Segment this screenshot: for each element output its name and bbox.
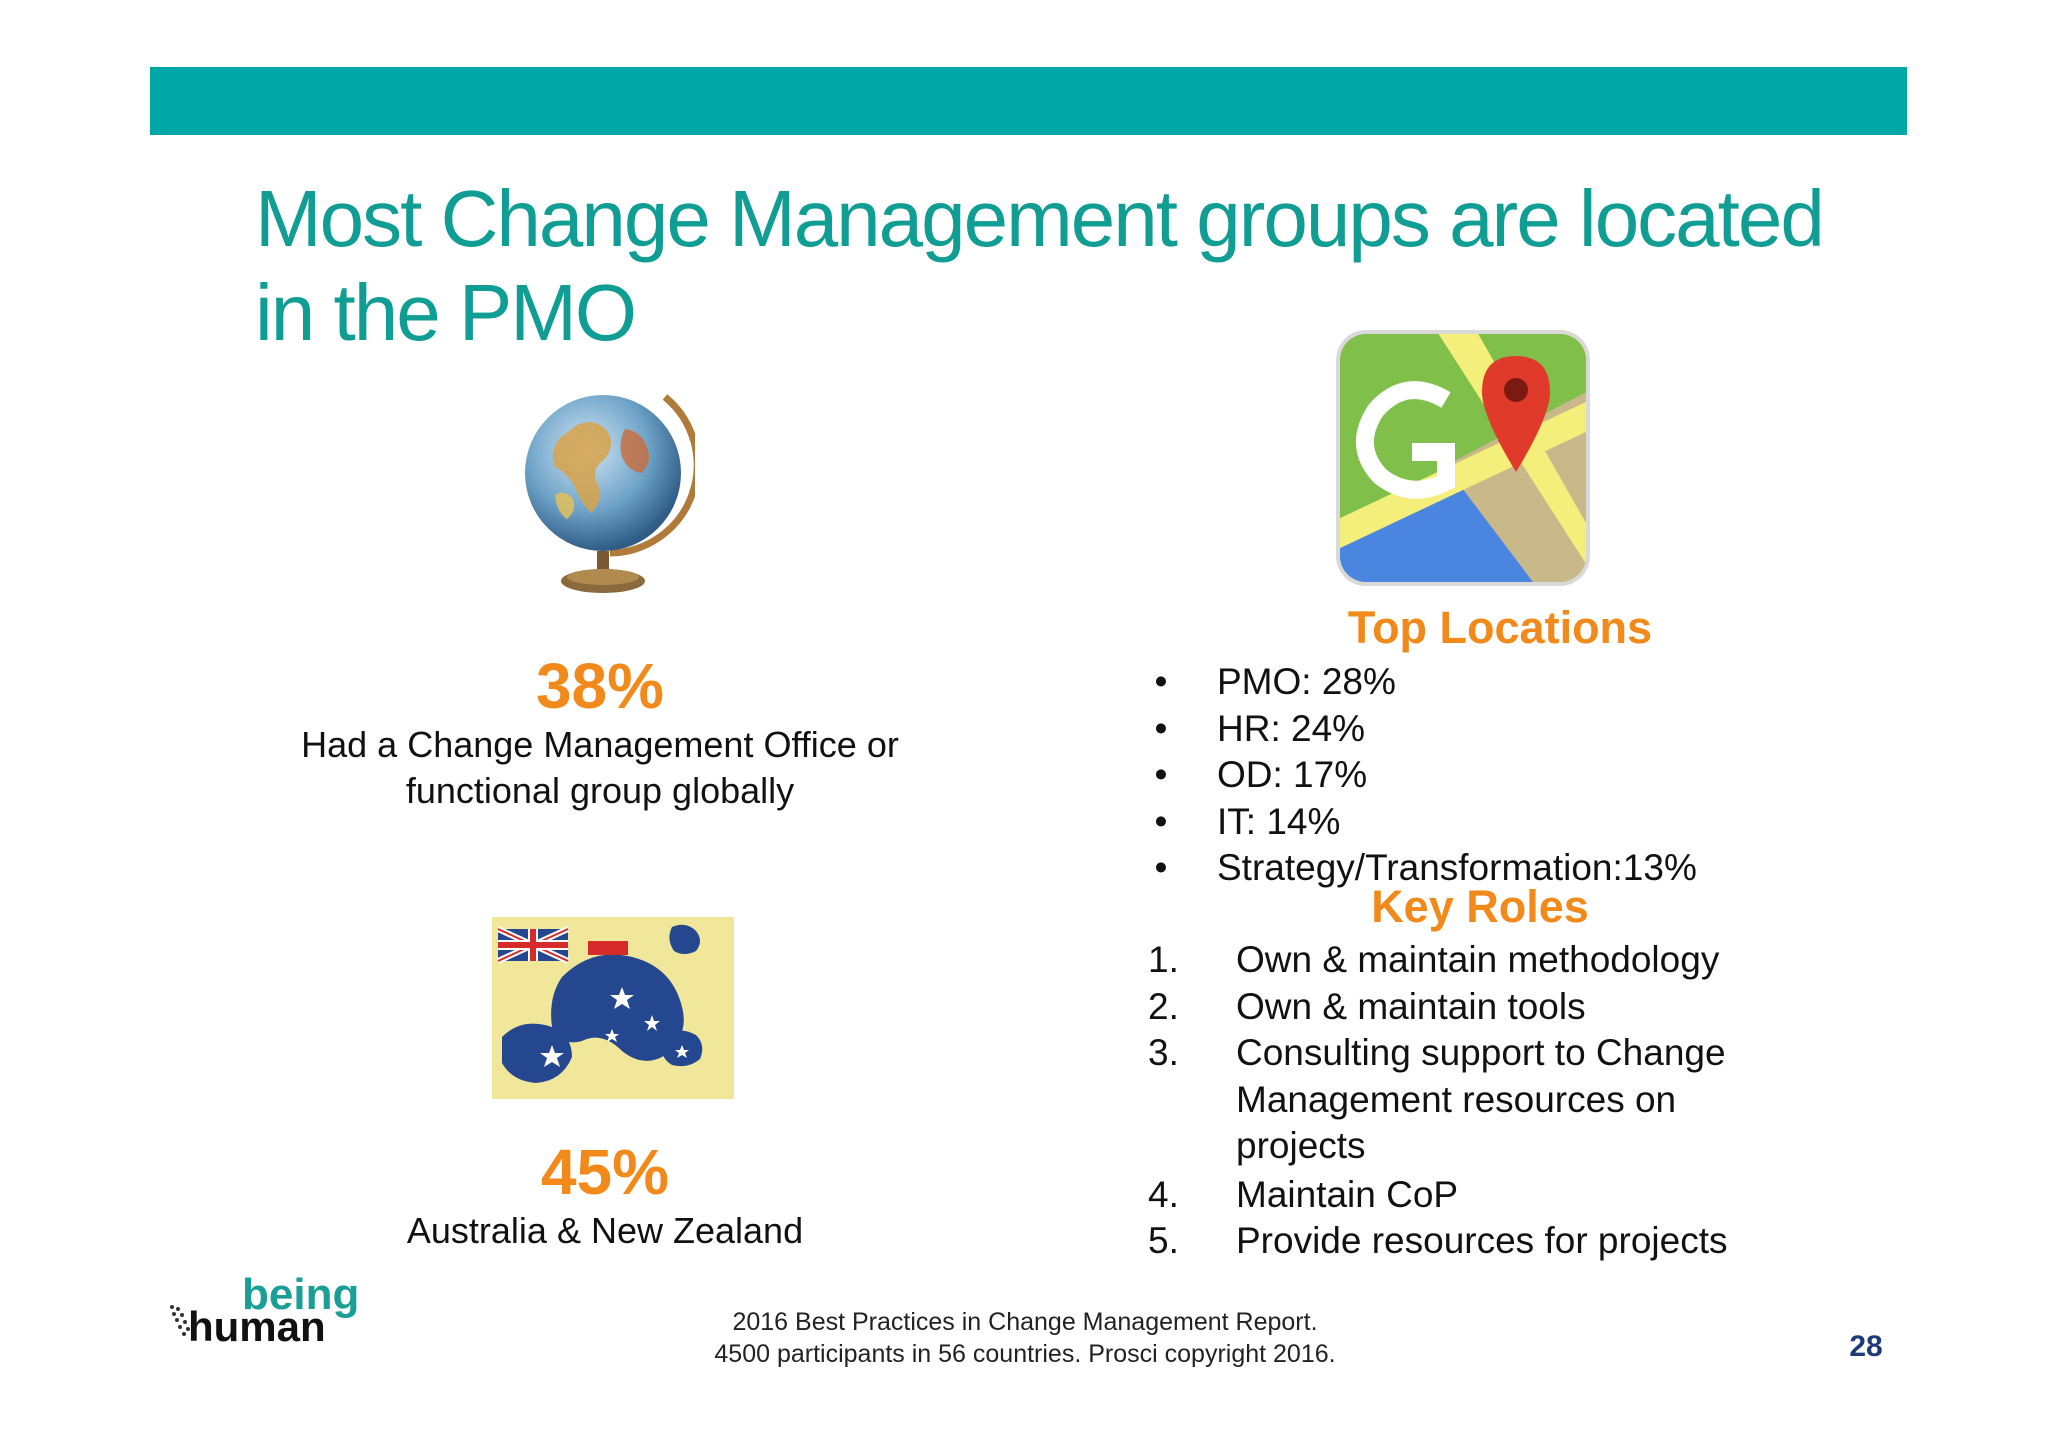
australia-kangaroo-flag-icon [492,917,734,1099]
anz-stat: 45% Australia & New Zealand [210,1136,1000,1254]
anz-percent: 45% [540,1136,670,1208]
page-number: 28 [1849,1330,1883,1363]
list-item: • OD: 17% [1154,754,1368,795]
key-roles-heading: Key Roles [1371,881,1589,932]
logo-dots-icon [170,1305,190,1336]
list-item: 4. Maintain CoP [1148,1173,1459,1215]
top-locations-heading: Top Locations [1347,602,1653,653]
google-maps-icon [1336,330,1590,586]
title-line-2: in the PMO [255,268,637,357]
global-percent: 38% [535,650,665,722]
anz-description: Australia & New Zealand [406,1210,804,1251]
list-item: • HR: 24% [1154,707,1366,749]
title-line-1: Most Change Management groups are locate… [255,174,1825,263]
list-item: 3. Consulting support to Change Management… [1148,1032,1726,1166]
key-roles-list: 1. Own & maintain methodology 2. Own & mai… [1148,937,1848,1265]
list-item: 2. Own & maintain tools [1148,985,1586,1027]
logo-word-human: human [188,1303,326,1350]
header-band [150,67,1907,135]
list-item: • IT: 14% [1154,800,1341,842]
being-human-logo: being human [168,1273,388,1353]
source-footnote: 2016 Best Practices in Change Management… [600,1306,1450,1370]
footnote-line-1: 2016 Best Practices in Change Management… [732,1308,1318,1336]
footnote-line-2: 4500 participants in 56 countries. Prosc… [714,1340,1336,1368]
list-item: 1. Own & maintain methodology [1148,939,1720,980]
logo-word-being: being [242,1270,360,1319]
global-description-line-1: Had a Change Management Office or [301,724,899,765]
list-item: • PMO: 28% [1154,661,1396,702]
global-stat: 38% Had a Change Management Office or fu… [210,650,990,814]
global-description-line-2: functional group globally [405,770,795,811]
list-item: • Strategy/Transformation:13% [1154,847,1697,888]
globe-icon [525,394,695,593]
list-item: 5. Provide resources for projects [1148,1220,1728,1261]
slide-title: Most Change Management groups are locate… [255,172,1905,360]
top-locations-list: • PMO: 28% • HR: 24% • OD: 17% • IT: 14% • St… [1148,659,1848,892]
